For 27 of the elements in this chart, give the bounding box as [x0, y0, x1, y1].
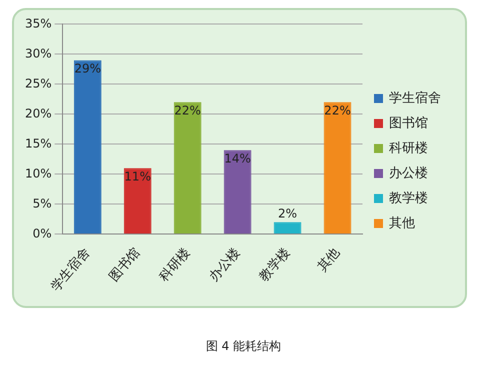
legend-label: 学生宿舍 [389, 90, 441, 106]
data-label: 11% [124, 169, 151, 184]
caption: 图 4 能耗结构 [204, 338, 282, 355]
data-label: 2% [278, 206, 298, 220]
data-label: 29% [74, 61, 101, 76]
x-tick-label: 图书馆 [106, 245, 144, 285]
y-tick-label: 10% [25, 166, 52, 180]
x-tick-label: 科研楼 [156, 245, 194, 285]
x-tick-label: 办公楼 [206, 245, 244, 285]
y-tick-label: 5% [32, 196, 52, 210]
x-tick-label: 学生宿舍 [48, 244, 94, 295]
y-tick-label: 15% [25, 136, 52, 150]
legend-label: 图书馆 [389, 116, 428, 131]
y-tick-label: 25% [25, 76, 52, 90]
y-tick-label: 0% [32, 226, 52, 240]
legend-label: 教学楼 [389, 190, 428, 206]
data-label: 14% [224, 151, 251, 166]
data-label: 22% [174, 103, 201, 118]
data-label: 22% [324, 103, 351, 118]
y-tick-label: 35% [25, 16, 52, 30]
y-tick-label: 20% [25, 106, 52, 120]
x-tick-label: 其他 [314, 245, 344, 275]
legend-label: 其他 [389, 216, 415, 231]
y-tick-label: 30% [25, 46, 52, 60]
x-tick-label: 教学楼 [256, 245, 294, 285]
legend-label: 办公楼 [389, 166, 428, 181]
legend-label: 科研楼 [389, 140, 428, 156]
